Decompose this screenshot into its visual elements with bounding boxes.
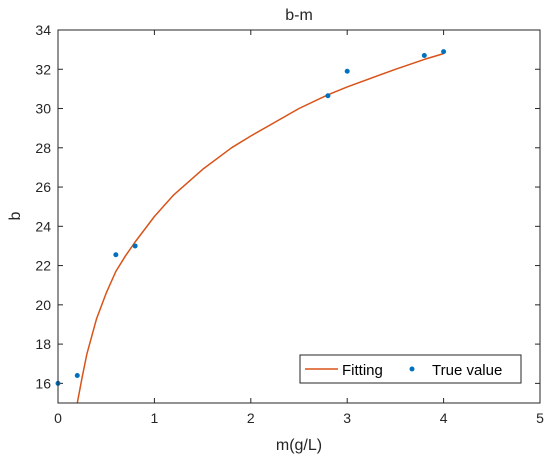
x-tick-label: 4 [440,410,448,426]
legend: Fitting True value [299,354,522,384]
true-value-point [325,93,331,99]
legend-true-value-swatch [409,366,415,372]
x-tick-label: 0 [54,410,62,426]
plot-area [58,30,540,403]
y-tick-label: 24 [35,218,51,234]
y-tick-label: 34 [35,22,51,38]
legend-true-value-label: True value [432,362,502,379]
y-tick-label: 22 [35,258,51,274]
y-tick-label: 32 [35,61,51,77]
y-tick-label: 28 [35,140,51,156]
series-layer [55,49,447,404]
y-axis-label: b [7,211,24,220]
y-tick-label: 16 [35,375,51,391]
chart-title: b-m [285,7,313,24]
x-tick-label: 1 [151,410,159,426]
fitting-curve [76,52,444,404]
y-tick-label: 18 [35,336,51,352]
y-tick-label: 26 [35,179,51,195]
true-value-point [113,252,119,258]
x-tick-label: 5 [536,410,544,426]
x-tick-label: 2 [247,410,255,426]
true-value-point [344,68,350,74]
x-axis-label: m(g/L) [276,437,322,454]
true-value-point [441,49,447,55]
true-value-point [421,53,427,59]
y-tick-label: 20 [35,297,51,313]
true-value-point [74,373,80,379]
plot-border [57,29,541,404]
legend-fitting-label: Fitting [342,362,383,379]
x-tick-label: 3 [343,410,351,426]
y-tick-label: 30 [35,101,51,117]
true-value-point [132,243,138,249]
